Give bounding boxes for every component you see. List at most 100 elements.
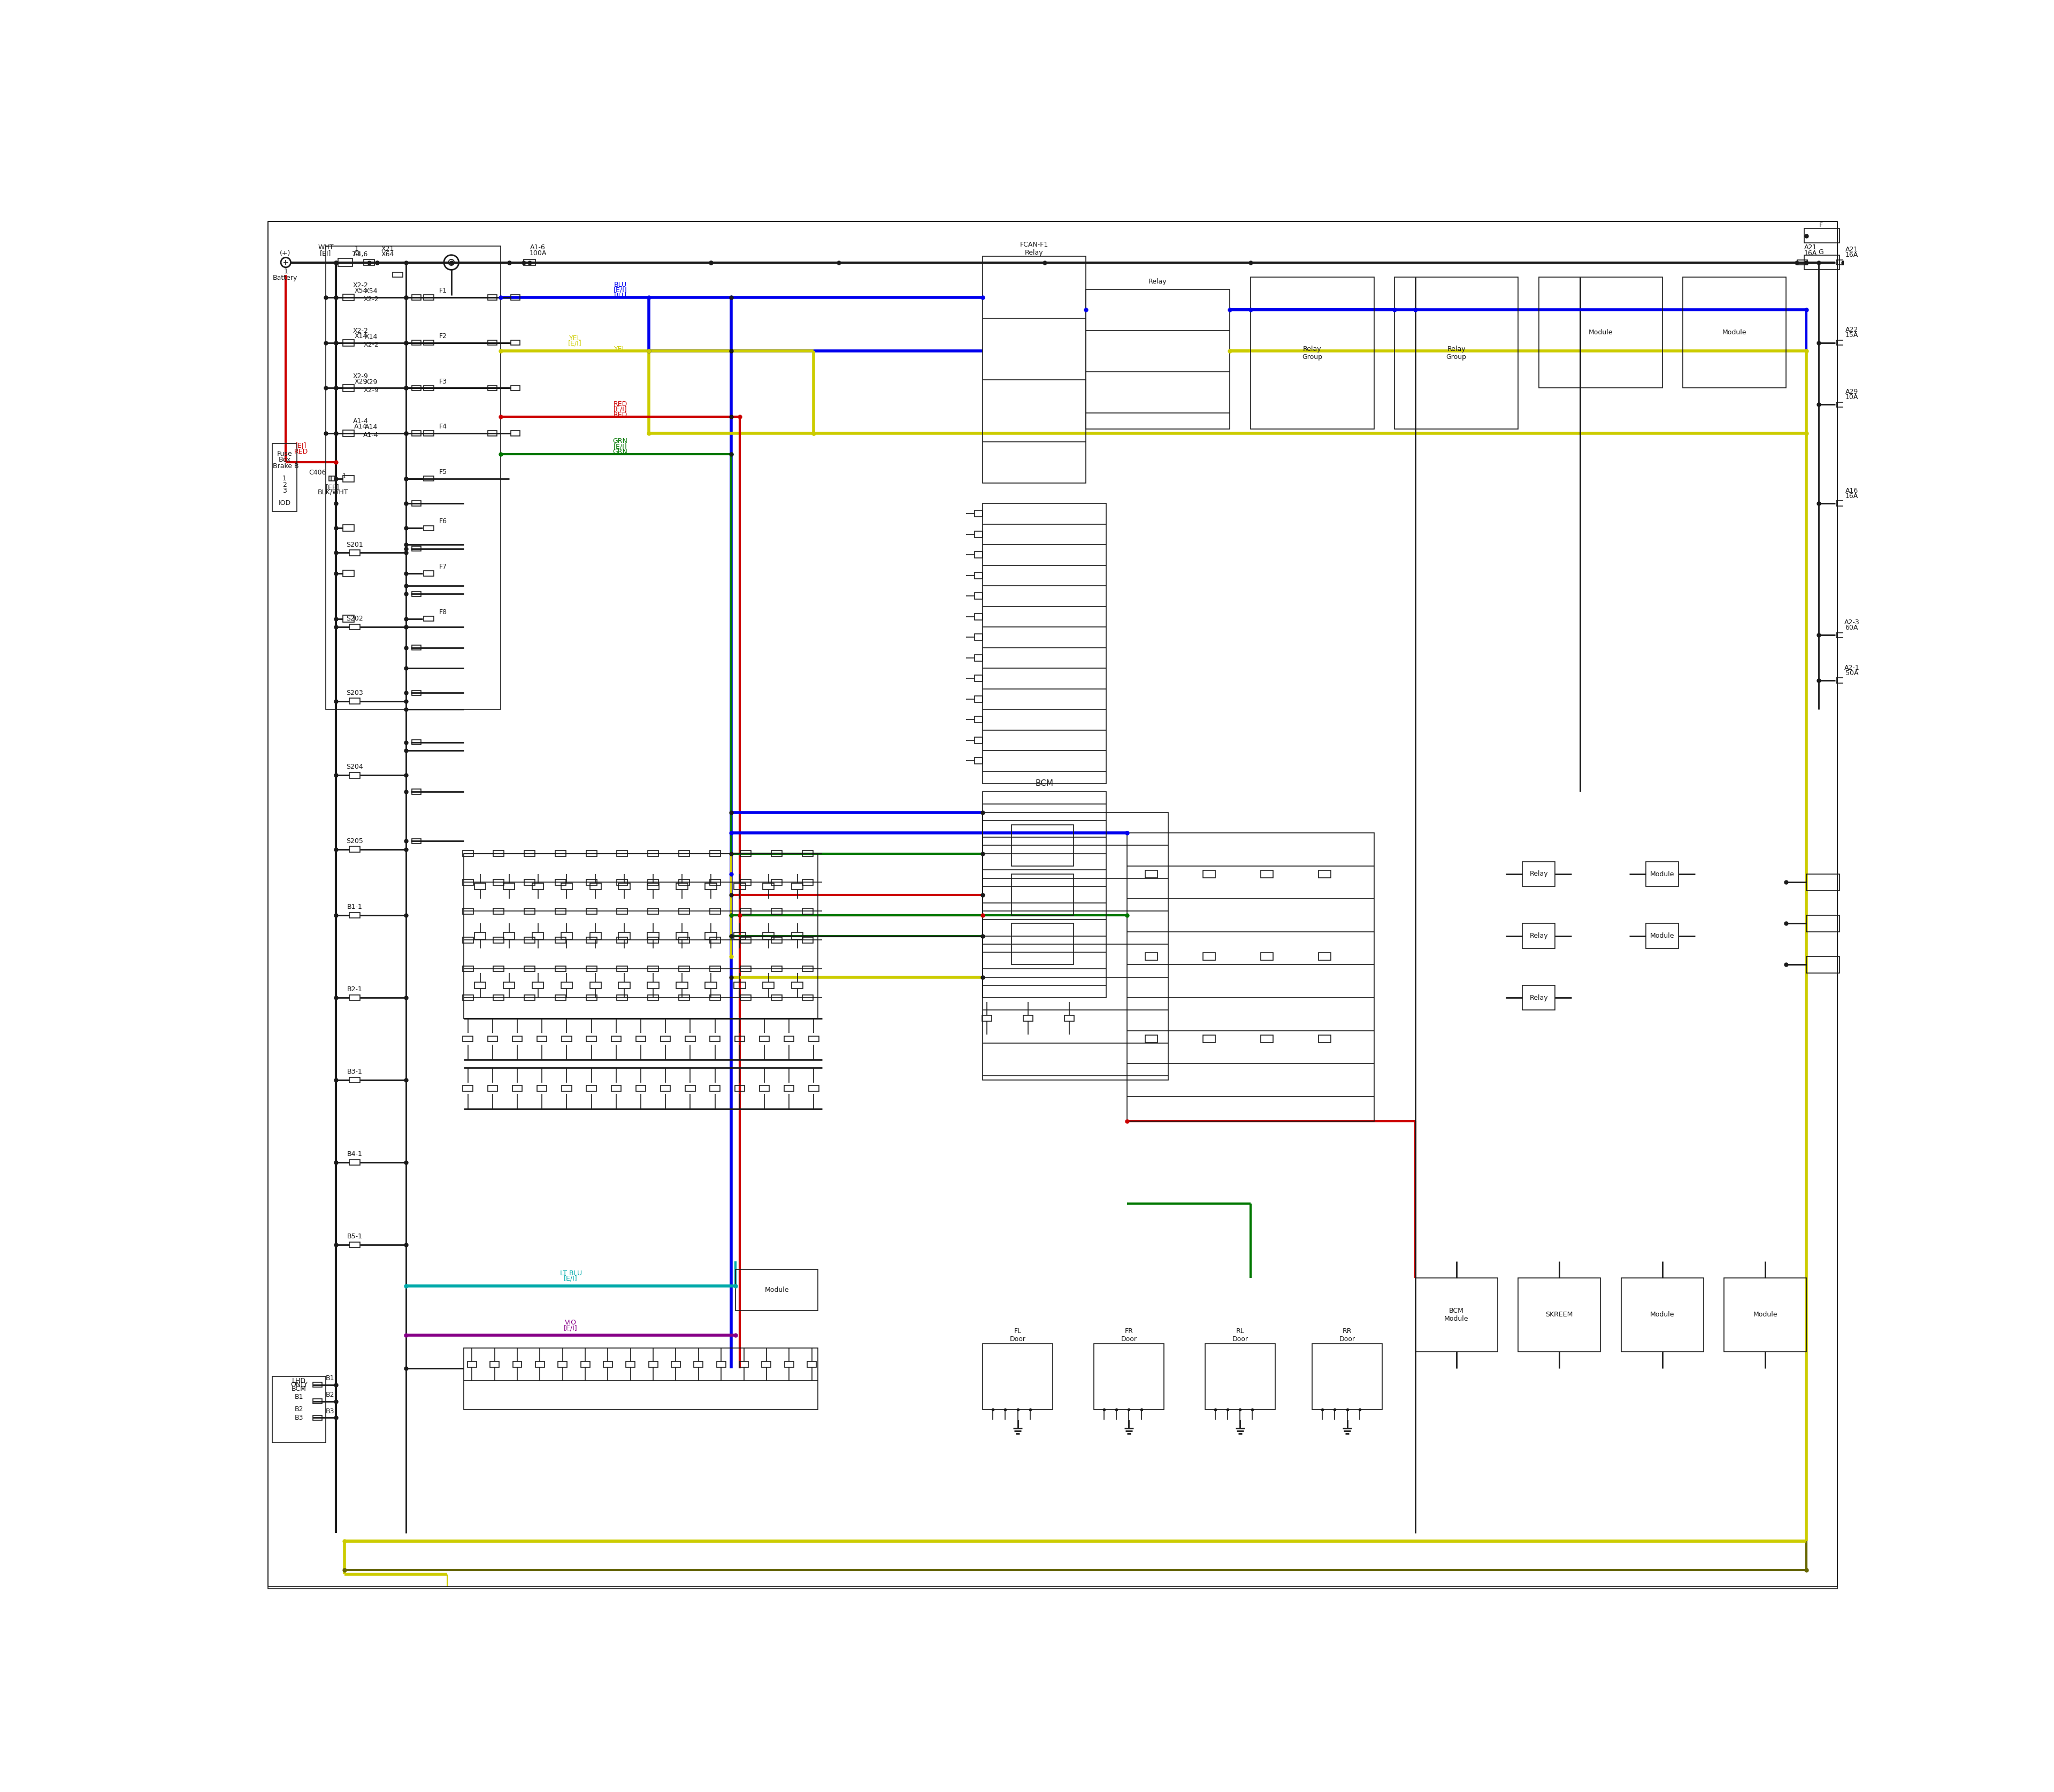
Text: YEL: YEL — [569, 335, 581, 342]
Text: F3: F3 — [440, 378, 448, 385]
Bar — [1645, 923, 1678, 948]
Bar — [559, 1362, 567, 1367]
Bar — [349, 1159, 359, 1165]
Bar — [1836, 401, 1847, 407]
Bar — [709, 995, 721, 1000]
Bar — [1395, 276, 1518, 430]
Bar — [733, 932, 746, 939]
Text: B1: B1 — [325, 1374, 335, 1382]
Bar — [803, 909, 813, 914]
Bar — [982, 792, 1107, 998]
Bar — [343, 615, 353, 622]
Text: X54: X54 — [353, 287, 368, 294]
Bar — [762, 883, 774, 889]
Bar — [1206, 1344, 1276, 1410]
Bar — [487, 1036, 497, 1041]
Bar — [772, 880, 783, 885]
Text: WHT: WHT — [318, 244, 333, 251]
Bar — [1319, 1036, 1331, 1043]
Text: FR
Door: FR Door — [1121, 1328, 1138, 1342]
Bar — [589, 932, 602, 939]
Text: 15A: 15A — [1844, 332, 1859, 339]
Bar — [647, 851, 659, 857]
Text: F2: F2 — [440, 333, 448, 340]
Text: F: F — [1820, 222, 1822, 229]
Bar — [616, 880, 629, 885]
Bar — [678, 995, 690, 1000]
Text: 1: 1 — [283, 475, 288, 482]
Text: A29: A29 — [1844, 389, 1859, 396]
Bar — [735, 1269, 817, 1310]
Bar — [678, 937, 690, 943]
Bar — [349, 772, 359, 778]
Bar — [462, 966, 472, 971]
Bar — [589, 883, 602, 889]
Bar — [1522, 986, 1555, 1011]
Bar — [1522, 923, 1555, 948]
Bar — [709, 880, 721, 885]
Bar — [618, 932, 631, 939]
Bar — [532, 932, 544, 939]
Text: 16A: 16A — [1844, 251, 1859, 258]
Bar — [493, 909, 503, 914]
Text: [E/I]: [E/I] — [565, 1324, 577, 1331]
Bar — [462, 909, 472, 914]
Text: FCAN-F1
Relay: FCAN-F1 Relay — [1021, 242, 1048, 256]
Bar — [343, 294, 353, 301]
Bar — [733, 883, 746, 889]
Text: RL
Door: RL Door — [1232, 1328, 1249, 1342]
Text: BCM
Module: BCM Module — [1444, 1308, 1469, 1322]
Bar — [741, 851, 752, 857]
Text: Module: Module — [1649, 871, 1674, 878]
Bar — [772, 909, 783, 914]
Bar — [647, 880, 659, 885]
Bar — [1723, 1278, 1805, 1351]
Text: A22: A22 — [1844, 326, 1859, 333]
Bar — [411, 340, 421, 346]
Bar — [487, 1086, 497, 1091]
Bar — [1522, 862, 1555, 887]
Text: F6: F6 — [440, 518, 448, 525]
Bar — [581, 1362, 589, 1367]
Text: F1: F1 — [440, 287, 448, 294]
Bar — [524, 937, 534, 943]
Bar — [511, 296, 520, 299]
Bar — [329, 477, 337, 480]
Bar — [524, 909, 534, 914]
Bar — [735, 1036, 746, 1041]
Bar — [343, 385, 353, 391]
Text: FL
Door: FL Door — [1011, 1328, 1025, 1342]
Bar — [511, 1036, 522, 1041]
Bar — [349, 699, 359, 704]
Bar — [741, 909, 752, 914]
Bar — [462, 937, 472, 943]
Bar — [974, 572, 982, 579]
Text: IOD: IOD — [279, 500, 292, 507]
Bar — [489, 340, 497, 346]
Bar — [462, 1086, 472, 1091]
Bar — [464, 1348, 817, 1410]
Bar — [561, 883, 573, 889]
Text: [E/I]: [E/I] — [614, 443, 626, 450]
Bar — [514, 1362, 522, 1367]
Bar — [678, 966, 690, 971]
Bar — [772, 966, 783, 971]
Text: Battery: Battery — [273, 274, 298, 281]
Bar — [536, 1036, 546, 1041]
Bar — [1518, 1278, 1600, 1351]
Bar — [686, 1086, 694, 1091]
Text: A2-3: A2-3 — [1844, 618, 1859, 625]
Text: X2-2: X2-2 — [353, 281, 368, 289]
Bar — [604, 1362, 612, 1367]
Bar — [1836, 677, 1847, 683]
Bar — [349, 1242, 359, 1247]
Bar — [491, 1362, 499, 1367]
Bar — [649, 1362, 657, 1367]
Text: Relay
Group: Relay Group — [1446, 346, 1467, 360]
Text: [EJ]: [EJ] — [296, 443, 306, 450]
Bar — [1805, 957, 1838, 973]
Bar — [974, 676, 982, 681]
Text: B1: B1 — [294, 1394, 304, 1401]
Bar — [423, 616, 433, 622]
Bar — [411, 502, 421, 505]
